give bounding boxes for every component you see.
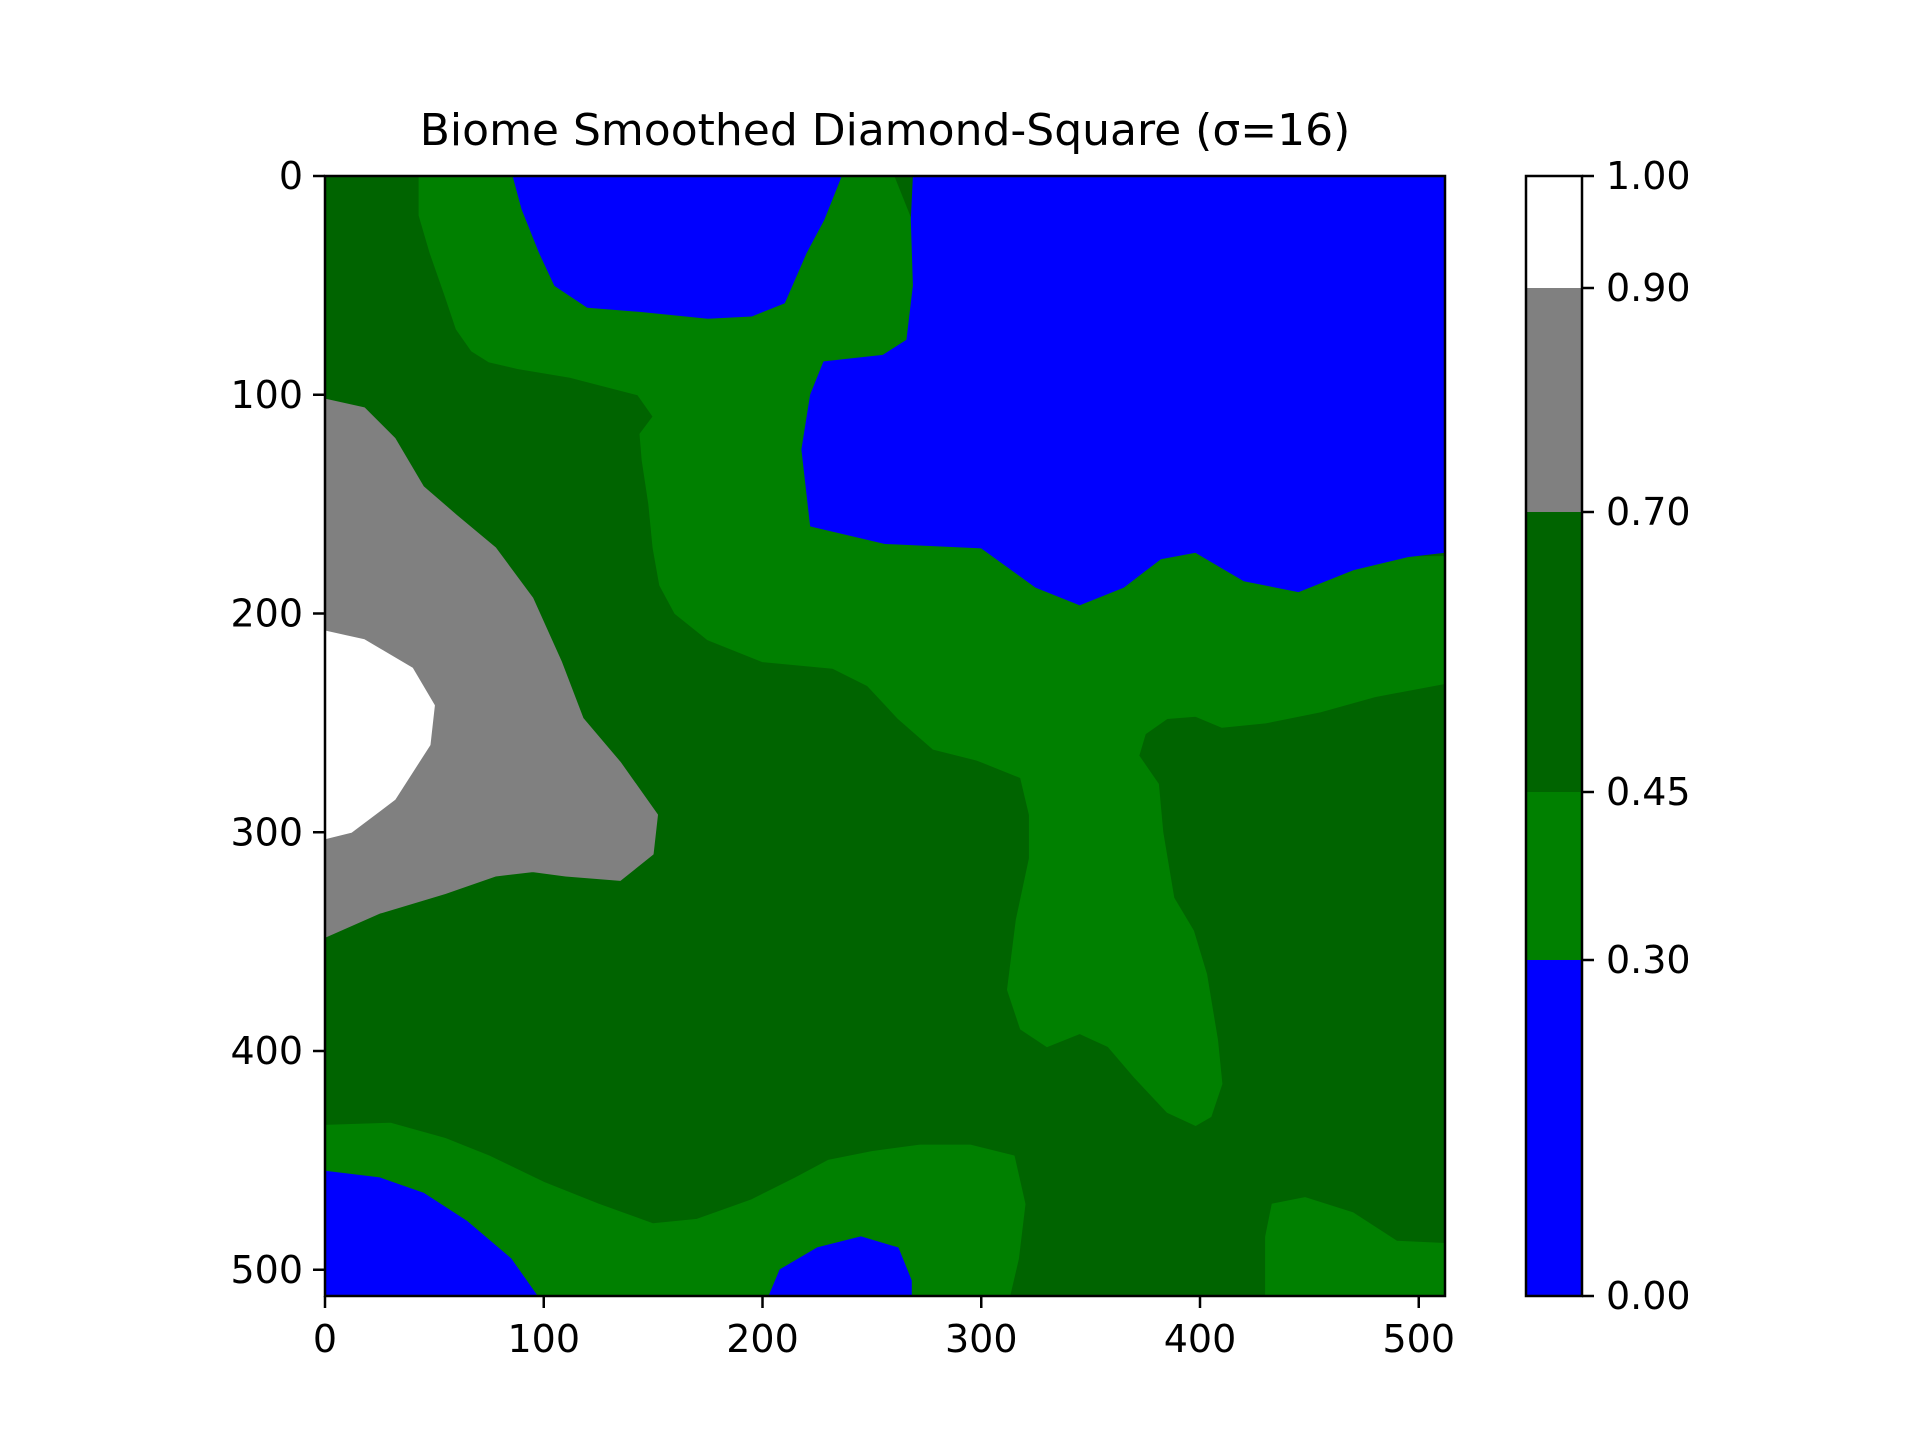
y-tick-label: 300: [230, 810, 303, 854]
y-tick-label: 200: [230, 592, 303, 636]
colorbar: 0.00 0.30 0.45 0.70 0.90 1.00: [1524, 154, 1691, 1318]
heatmap-region-8: [325, 398, 658, 938]
colorbar-tick-label: 0.30: [1606, 938, 1691, 982]
colorbar-tick-label: 0.70: [1606, 490, 1691, 534]
colorbar-tick-label: 0.45: [1606, 770, 1691, 814]
colorbar-segment: [1526, 512, 1582, 792]
heatmap-region-4: [512, 176, 842, 319]
colorbar-tick-label: 0.90: [1606, 266, 1691, 310]
colorbar-segment: [1526, 288, 1582, 512]
y-tick-label: 500: [230, 1248, 303, 1292]
x-axis: 0 100 200 300 400 500: [313, 1296, 1455, 1361]
colorbar-tick-label: 1.00: [1606, 154, 1691, 198]
x-tick-label: 200: [726, 1317, 799, 1361]
heatmap-region-9: [325, 630, 435, 840]
y-tick-label: 100: [230, 373, 303, 417]
y-tick-label: 0: [279, 154, 303, 198]
y-axis: 0 100 200 300 400 500: [230, 154, 325, 1292]
heatmap-region-5: [801, 176, 1445, 606]
heatmap-region-3: [1265, 1197, 1445, 1296]
x-tick-label: 300: [945, 1317, 1018, 1361]
y-tick-label: 400: [230, 1029, 303, 1073]
chart-title: Biome Smoothed Diamond-Square (σ=16): [420, 105, 1351, 156]
colorbar-tick-label: 0.00: [1606, 1274, 1691, 1318]
heatmap-region-7: [768, 1236, 912, 1296]
colorbar-segment: [1526, 792, 1582, 960]
heatmap-plot-area: [325, 176, 1445, 1296]
x-tick-label: 100: [507, 1317, 580, 1361]
x-tick-label: 500: [1382, 1317, 1455, 1361]
colorbar-segment: [1526, 960, 1582, 1296]
x-tick-label: 0: [313, 1317, 337, 1361]
x-tick-label: 400: [1164, 1317, 1237, 1361]
heatmap-region-6: [325, 1170, 538, 1296]
colorbar-frame: [1524, 174, 1584, 1298]
plot-frame: [323, 174, 1447, 1298]
colorbar-segment: [1526, 176, 1582, 288]
